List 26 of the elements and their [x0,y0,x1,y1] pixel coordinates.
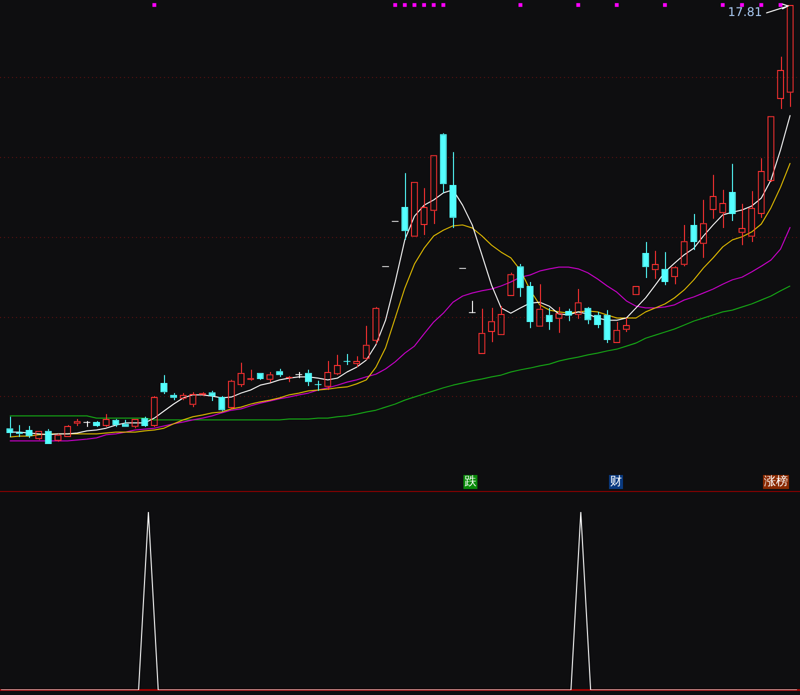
candlestick [526,282,534,329]
candlestick [440,132,447,194]
candlestick [256,372,264,380]
text: 跌 [464,474,476,488]
candlestick [170,392,178,401]
annotation: 17.81 [728,5,762,20]
candlestick [208,390,216,402]
candlestick [450,152,456,229]
text: 涨榜 [764,474,788,488]
candlestick [93,420,100,428]
candlestick [516,264,524,298]
candlestick [112,418,120,428]
candlestick [44,428,52,444]
candlestick [728,163,736,222]
candlestick [661,252,668,286]
candlestick [546,307,553,330]
candlestick [690,213,698,250]
candlestick [122,419,129,427]
candlestick [401,172,408,240]
candlestick [6,416,14,438]
candlestick [584,306,592,325]
candlestick [276,368,284,378]
candlestick [218,396,226,412]
text: 财 [610,474,622,488]
candlestick [604,310,611,344]
candlestick [642,242,650,279]
